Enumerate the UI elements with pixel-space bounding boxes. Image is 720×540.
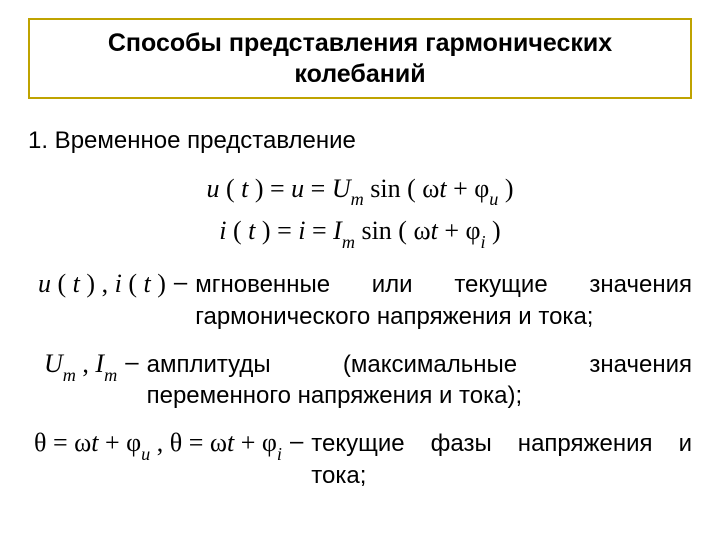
slide: Способы представления гармонических коле… xyxy=(0,0,720,540)
definition-text: текущие фазы напряжения и тока; xyxy=(311,428,692,491)
definition-text: мгновенные или текущие значения гармонич… xyxy=(195,269,692,332)
definition-row: Um , Im – амплитуды (максимальные значен… xyxy=(44,349,692,412)
formula-block: u ( t ) = u = Um sin ( ωt + φu ) i ( t )… xyxy=(28,169,692,254)
definition-term: u ( t ) , i ( t ) xyxy=(38,269,172,299)
slide-title: Способы представления гармонических коле… xyxy=(28,18,692,99)
formula-line-2: i ( t ) = i = Im sin ( ωt + φi ) xyxy=(28,211,692,253)
definition-text: амплитуды (максимальные значения перемен… xyxy=(147,349,692,412)
dash-icon: – xyxy=(123,349,146,377)
definition-row: u ( t ) , i ( t ) – мгновенные или текущ… xyxy=(38,269,692,332)
dash-icon: – xyxy=(172,269,195,297)
formula-line-1: u ( t ) = u = Um sin ( ωt + φu ) xyxy=(28,169,692,211)
definition-term: Um , Im xyxy=(44,349,123,383)
dash-icon: – xyxy=(288,428,311,456)
section-heading: 1. Временное представление xyxy=(28,127,692,155)
definition-term: θ = ωt + φu , θ = ωt + φi xyxy=(34,428,288,462)
definition-row: θ = ωt + φu , θ = ωt + φi – текущие фазы… xyxy=(34,428,692,491)
